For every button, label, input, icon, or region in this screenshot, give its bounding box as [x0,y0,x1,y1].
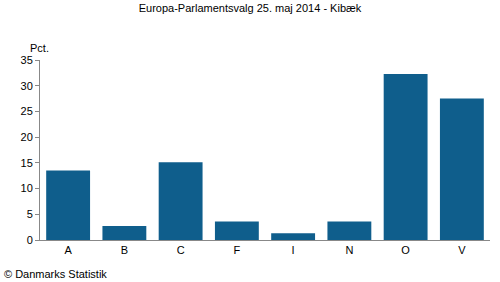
svg-text:A: A [64,244,72,256]
svg-text:I: I [292,244,295,256]
svg-text:35: 35 [21,54,33,66]
svg-text:C: C [177,244,185,256]
svg-text:V: V [458,244,466,256]
svg-text:F: F [234,244,241,256]
svg-text:10: 10 [21,182,33,194]
svg-text:Europa-Parlamentsvalg 25. maj: Europa-Parlamentsvalg 25. maj 2014 - Kib… [139,2,362,14]
svg-text:N: N [345,244,353,256]
svg-text:20: 20 [21,131,33,143]
svg-text:© Danmarks Statistik: © Danmarks Statistik [4,268,107,280]
svg-text:25: 25 [21,105,33,117]
svg-text:B: B [121,244,128,256]
svg-text:30: 30 [21,80,33,92]
svg-text:Pct.: Pct. [30,42,49,54]
svg-text:5: 5 [27,208,33,220]
svg-text:0: 0 [27,234,33,246]
svg-text:O: O [401,244,410,256]
svg-text:15: 15 [21,157,33,169]
